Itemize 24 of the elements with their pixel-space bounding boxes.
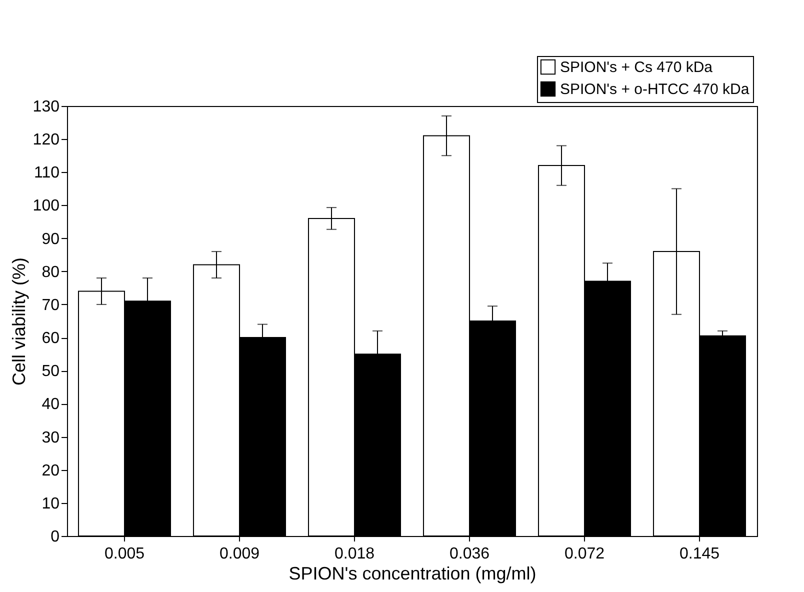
y-tick-label: 80	[42, 264, 60, 281]
x-tick-label: 0.018	[334, 546, 375, 562]
x-axis-title: SPION's concentration (mg/ml)	[288, 564, 536, 584]
x-tick-label: 0.145	[679, 546, 720, 562]
x-tick-label: 0.005	[104, 546, 145, 562]
y-tick-label: 100	[32, 198, 60, 215]
y-tick-label: 0	[50, 528, 60, 546]
y-tick-label: 50	[42, 363, 60, 380]
y-tick-label: 10	[42, 495, 60, 512]
y-tick-label: 20	[42, 462, 60, 480]
x-tick-label: 0.009	[219, 546, 260, 562]
y-tick-label: 40	[42, 396, 60, 414]
y-tick-label: 30	[42, 429, 60, 446]
y-tick-label: 130	[32, 98, 60, 116]
y-tick-label: 120	[32, 132, 60, 149]
y-tick-label: 90	[42, 230, 60, 248]
y-tick-label: 110	[34, 164, 60, 182]
legend-label: SPION's + o-HTCC 470 kDa	[560, 81, 750, 98]
y-tick-label: 70	[42, 296, 60, 314]
legend-label: SPION's + Cs 470 kDa	[560, 59, 714, 76]
y-tick-label: 60	[42, 330, 60, 348]
x-tick-label: 0.072	[564, 546, 605, 562]
x-tick-label: 0.036	[449, 546, 490, 562]
y-axis-title: Cell viability (%)	[8, 257, 29, 386]
